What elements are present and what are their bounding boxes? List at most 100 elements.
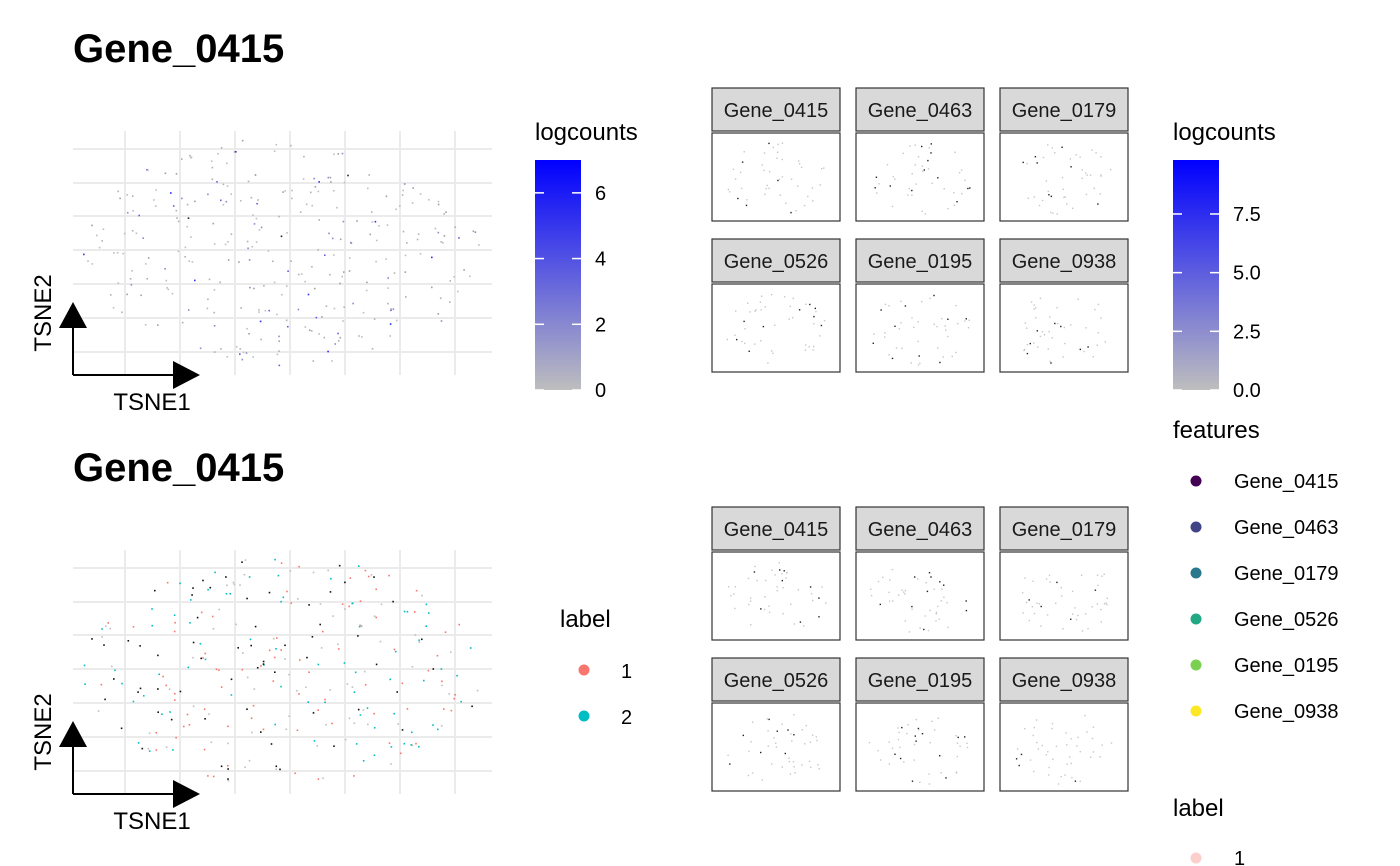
data-point bbox=[933, 323, 935, 325]
data-point bbox=[1075, 618, 1078, 621]
data-point bbox=[375, 588, 377, 591]
data-point bbox=[211, 166, 214, 169]
data-point bbox=[141, 747, 144, 750]
data-point bbox=[1101, 744, 1103, 746]
data-point bbox=[393, 272, 396, 274]
data-point bbox=[818, 597, 820, 599]
data-point bbox=[116, 251, 119, 254]
data-point bbox=[117, 190, 119, 193]
data-point bbox=[112, 306, 115, 309]
data-point bbox=[785, 202, 787, 204]
data-point bbox=[368, 174, 370, 176]
data-point bbox=[324, 701, 326, 704]
legend-d-key-gene-0938 bbox=[1190, 705, 1202, 717]
data-point bbox=[741, 161, 744, 163]
data-point bbox=[1064, 774, 1066, 776]
data-point bbox=[165, 684, 167, 687]
data-point bbox=[1033, 308, 1035, 310]
data-point bbox=[805, 724, 807, 727]
data-point bbox=[941, 317, 943, 320]
data-point bbox=[239, 348, 241, 350]
data-point bbox=[253, 287, 255, 290]
data-point bbox=[278, 335, 280, 338]
data-point bbox=[312, 360, 315, 362]
data-point bbox=[164, 172, 167, 175]
data-point bbox=[343, 271, 345, 273]
data-point bbox=[791, 740, 793, 742]
data-point bbox=[747, 774, 750, 777]
data-point bbox=[212, 628, 215, 630]
data-point bbox=[1064, 342, 1066, 345]
data-point bbox=[207, 193, 209, 196]
data-point bbox=[279, 768, 281, 771]
data-point bbox=[166, 581, 169, 584]
data-point bbox=[1047, 190, 1049, 193]
data-point bbox=[458, 237, 460, 239]
data-point bbox=[1046, 614, 1049, 616]
data-point bbox=[904, 620, 906, 622]
facet-points bbox=[1015, 714, 1113, 785]
data-point bbox=[917, 321, 919, 323]
data-point bbox=[805, 303, 807, 305]
data-point bbox=[1100, 174, 1102, 176]
data-point bbox=[808, 346, 810, 348]
data-point bbox=[1018, 764, 1020, 767]
data-point bbox=[395, 208, 397, 211]
data-point bbox=[783, 570, 785, 572]
data-point bbox=[760, 340, 762, 342]
data-point bbox=[1077, 298, 1079, 300]
data-point bbox=[808, 760, 811, 762]
data-point bbox=[440, 320, 443, 322]
data-point bbox=[1029, 342, 1031, 345]
data-point bbox=[318, 333, 320, 335]
data-point bbox=[244, 766, 246, 769]
data-point bbox=[360, 625, 363, 627]
data-point bbox=[908, 187, 910, 190]
data-point bbox=[352, 302, 354, 305]
data-point bbox=[155, 205, 157, 207]
data-point bbox=[1092, 726, 1095, 728]
data-point bbox=[809, 741, 812, 743]
data-point bbox=[1052, 212, 1054, 214]
data-point bbox=[388, 742, 391, 744]
data-point bbox=[202, 657, 204, 659]
data-point bbox=[767, 362, 769, 364]
legend-d2-label-1: 1 bbox=[1234, 848, 1245, 866]
data-point bbox=[281, 293, 283, 296]
data-point bbox=[918, 729, 920, 731]
data-point bbox=[344, 608, 346, 610]
data-point bbox=[410, 744, 412, 746]
data-point bbox=[1064, 196, 1066, 198]
data-point bbox=[908, 631, 911, 633]
data-point bbox=[734, 178, 737, 180]
data-point bbox=[432, 668, 435, 670]
data-point bbox=[286, 590, 288, 593]
data-point bbox=[1066, 203, 1068, 205]
data-point bbox=[763, 169, 765, 172]
data-point bbox=[741, 340, 743, 343]
data-point bbox=[937, 177, 939, 179]
data-point bbox=[214, 571, 216, 574]
data-point bbox=[387, 287, 389, 289]
data-point bbox=[418, 745, 420, 748]
data-point bbox=[419, 193, 422, 195]
data-point bbox=[732, 168, 735, 170]
data-point bbox=[911, 317, 913, 319]
data-point bbox=[268, 591, 271, 594]
data-point bbox=[921, 300, 923, 303]
data-point bbox=[823, 167, 825, 169]
legend-d-key-gene-0463 bbox=[1190, 521, 1202, 533]
data-point bbox=[148, 732, 151, 735]
data-point bbox=[246, 708, 248, 710]
data-point bbox=[1020, 753, 1023, 756]
data-point bbox=[762, 325, 765, 328]
data-point bbox=[253, 688, 256, 690]
data-point bbox=[246, 240, 249, 243]
data-point bbox=[284, 644, 286, 647]
data-point bbox=[378, 225, 380, 227]
data-point bbox=[263, 664, 265, 666]
data-point bbox=[393, 712, 395, 715]
data-point bbox=[387, 302, 389, 305]
data-point bbox=[778, 562, 780, 564]
data-point bbox=[404, 271, 407, 273]
